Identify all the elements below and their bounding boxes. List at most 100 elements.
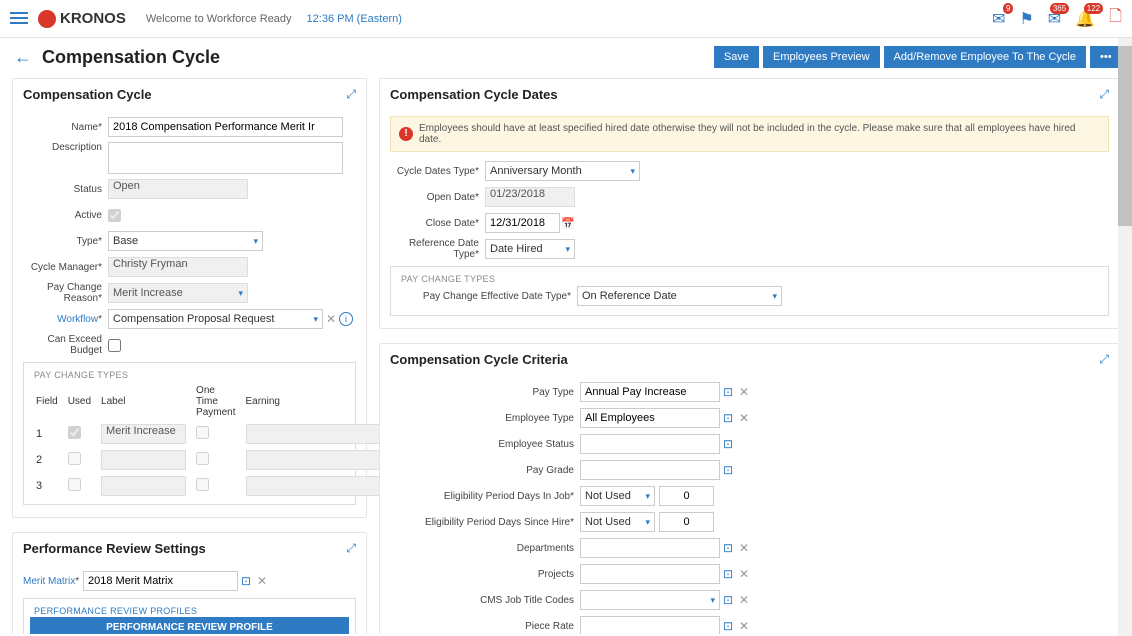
employees-preview-button[interactable]: Employees Preview — [763, 46, 880, 68]
status-field: Open — [108, 179, 248, 199]
panel-title: Compensation Cycle Dates — [390, 87, 558, 102]
label-pay-change-eff: Pay Change Effective Date Type — [397, 291, 577, 302]
label-merit-matrix[interactable]: Merit Matrix — [23, 576, 83, 587]
pay-type-input[interactable] — [580, 382, 720, 402]
expand-icon[interactable]: ⤢ — [1099, 352, 1109, 367]
label-active: Active — [23, 210, 108, 221]
clear-icon[interactable]: ✕ — [736, 567, 752, 581]
save-button[interactable]: Save — [714, 46, 759, 68]
pay-change-reason-field: Merit Increase▾ — [108, 283, 248, 303]
label-cms-job: CMS Job Title Codes — [390, 595, 580, 606]
table-row: 2 — [32, 448, 385, 472]
lookup-icon[interactable]: ⊡ — [720, 411, 736, 425]
used-checkbox — [68, 426, 81, 439]
label-workflow[interactable]: Workflow — [23, 314, 108, 325]
fieldset-pct-dates: PAY CHANGE TYPES Pay Change Effective Da… — [390, 266, 1109, 316]
th-otp: One Time Payment — [192, 383, 239, 420]
lookup-icon[interactable]: ⊡ — [720, 385, 736, 399]
cycle-dates-type-select[interactable]: Anniversary Month▾ — [485, 161, 640, 181]
lookup-icon[interactable]: ⊡ — [720, 619, 736, 633]
departments-input[interactable] — [580, 538, 720, 558]
panel-performance-review: Performance Review Settings ⤢ Merit Matr… — [12, 532, 367, 634]
table-row: 3 — [32, 474, 385, 498]
th-used: Used — [64, 383, 95, 420]
doc-icon[interactable]: 🗋 — [1109, 5, 1122, 32]
welcome-text: Welcome to Workforce Ready — [146, 13, 292, 25]
close-date-input[interactable] — [485, 213, 560, 233]
lookup-icon[interactable]: ⊡ — [238, 574, 254, 588]
name-input[interactable] — [108, 117, 343, 137]
otp-checkbox — [196, 478, 209, 491]
pay-change-eff-select[interactable]: On Reference Date▾ — [577, 286, 782, 306]
label-pay-grade: Pay Grade — [390, 465, 580, 476]
more-actions-button[interactable]: ••• — [1090, 46, 1118, 68]
clear-icon[interactable]: ✕ — [736, 593, 752, 607]
panel-criteria: Compensation Cycle Criteria⤢ Pay Type⊡✕ … — [379, 343, 1120, 634]
piece-rate-input[interactable] — [580, 616, 720, 634]
alert-icon: ! — [399, 127, 413, 141]
panel-title: Performance Review Settings — [23, 541, 206, 556]
lookup-icon[interactable]: ⊡ — [720, 593, 736, 607]
elig-in-job-value[interactable] — [659, 486, 714, 506]
projects-input[interactable] — [580, 564, 720, 584]
type-select[interactable]: Base▾ — [108, 231, 263, 251]
lookup-icon[interactable]: ⊡ — [720, 437, 736, 451]
description-input[interactable] — [108, 142, 343, 174]
clear-icon[interactable]: ✕ — [736, 385, 752, 399]
fieldset-legend: PAY CHANGE TYPES — [397, 274, 499, 284]
panel-title: Compensation Cycle — [23, 87, 152, 102]
elig-since-hire-select[interactable]: Not Used▾ — [580, 512, 655, 532]
calendar-icon[interactable]: 📅 — [560, 217, 576, 230]
otp-checkbox — [196, 452, 209, 465]
merit-matrix-input[interactable] — [83, 571, 238, 591]
clear-icon[interactable]: ✕ — [254, 574, 270, 588]
clear-icon[interactable]: ✕ — [323, 312, 339, 326]
lookup-icon[interactable]: ⊡ — [720, 567, 736, 581]
cms-job-select[interactable]: ▾ — [580, 590, 720, 610]
panel-title: Compensation Cycle Criteria — [390, 352, 568, 367]
lookup-icon[interactable]: ⊡ — [720, 463, 736, 477]
table-row: 1Merit Increase — [32, 422, 385, 446]
label-close-date: Close Date — [390, 218, 485, 229]
clear-icon[interactable]: ✕ — [736, 619, 752, 633]
clear-icon[interactable]: ✕ — [736, 541, 752, 555]
label-ref-date-type: Reference Date Type — [390, 238, 485, 260]
page-title: Compensation Cycle — [42, 47, 220, 68]
add-remove-employee-button[interactable]: Add/Remove Employee To The Cycle — [884, 46, 1086, 68]
th-label: Label — [97, 383, 190, 420]
lookup-icon[interactable]: ⊡ — [720, 541, 736, 555]
label-status: Status — [23, 184, 108, 195]
can-exceed-budget-checkbox[interactable] — [108, 339, 121, 352]
elig-in-job-select[interactable]: Not Used▾ — [580, 486, 655, 506]
expand-icon[interactable]: ⤢ — [346, 87, 356, 102]
scrollbar[interactable] — [1118, 38, 1132, 636]
page-header: ← Compensation Cycle Save Employees Prev… — [0, 38, 1132, 78]
expand-icon[interactable]: ⤢ — [346, 541, 356, 556]
employee-type-input[interactable] — [580, 408, 720, 428]
label-cycle-dates-type: Cycle Dates Type — [390, 166, 485, 177]
clear-icon[interactable]: ✕ — [736, 411, 752, 425]
label-elig-since-hire: Eligibility Period Days Since Hire — [390, 517, 580, 528]
elig-since-hire-value[interactable] — [659, 512, 714, 532]
label-employee-type: Employee Type — [390, 413, 580, 424]
mail-icon[interactable]: ✉9 — [992, 9, 1005, 29]
scroll-thumb[interactable] — [1118, 46, 1132, 226]
info-icon[interactable]: i — [339, 312, 353, 326]
active-checkbox — [108, 209, 121, 222]
pay-grade-input[interactable] — [580, 460, 720, 480]
hamburger-menu[interactable] — [10, 12, 28, 26]
employee-status-input[interactable] — [580, 434, 720, 454]
ref-date-type-select[interactable]: Date Hired▾ — [485, 239, 575, 259]
label-pay-change-reason: Pay Change Reason — [23, 282, 108, 304]
label-employee-status: Employee Status — [390, 439, 580, 450]
label-cycle-manager: Cycle Manager — [23, 262, 108, 273]
bell-icon[interactable]: 🔔122 — [1075, 9, 1095, 29]
mail2-icon[interactable]: ✉365 — [1048, 9, 1061, 29]
expand-icon[interactable]: ⤢ — [1099, 87, 1109, 102]
profile-header: PERFORMANCE REVIEW PROFILE — [30, 617, 349, 634]
label-pay-type: Pay Type — [390, 387, 580, 398]
flag-icon[interactable]: ⚑ — [1019, 9, 1033, 29]
workflow-select[interactable]: Compensation Proposal Request▾ — [108, 309, 323, 329]
topbar-right: ✉9 ⚑ ✉365 🔔122 🗋 — [992, 5, 1122, 32]
back-arrow-icon[interactable]: ← — [14, 47, 32, 68]
